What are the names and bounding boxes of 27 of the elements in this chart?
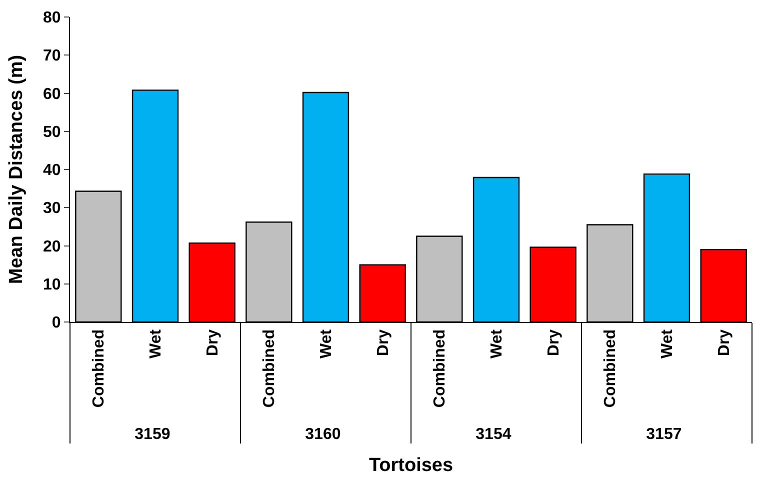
x-axis-title: Tortoises [368, 454, 454, 476]
text: Wet [147, 328, 164, 358]
y-tick-label: 10 [43, 276, 61, 294]
x-tick-label: 3157 [646, 426, 682, 444]
text: Combined [90, 329, 108, 408]
y-tick-label: 0 [52, 314, 61, 332]
x-tick-label: 3160 [305, 426, 341, 444]
text: Wet [318, 329, 335, 358]
text: Dry [204, 329, 222, 356]
y-tick-label: 80 [43, 10, 61, 27]
text: Dry [716, 329, 733, 356]
y-tick-label: 60 [43, 86, 61, 103]
y-axis-title: Mean Daily Distances (m) [6, 54, 27, 284]
text: Wet [658, 329, 676, 358]
text: Wet [488, 329, 506, 358]
y-tick-label: 30 [43, 200, 61, 218]
text: Dry [545, 329, 562, 356]
y-tick-label: 20 [43, 238, 61, 256]
x-tick-label: 3159 [134, 426, 170, 444]
y-tick-label: 50 [43, 124, 61, 141]
x-tick-label: 3154 [476, 426, 512, 444]
y-tick-label: 70 [43, 48, 61, 65]
text: Combined [432, 329, 449, 408]
text: Combined [602, 329, 620, 408]
text: Dry [374, 329, 392, 356]
y-tick-label: 40 [43, 162, 61, 180]
text: Combined [261, 329, 278, 408]
